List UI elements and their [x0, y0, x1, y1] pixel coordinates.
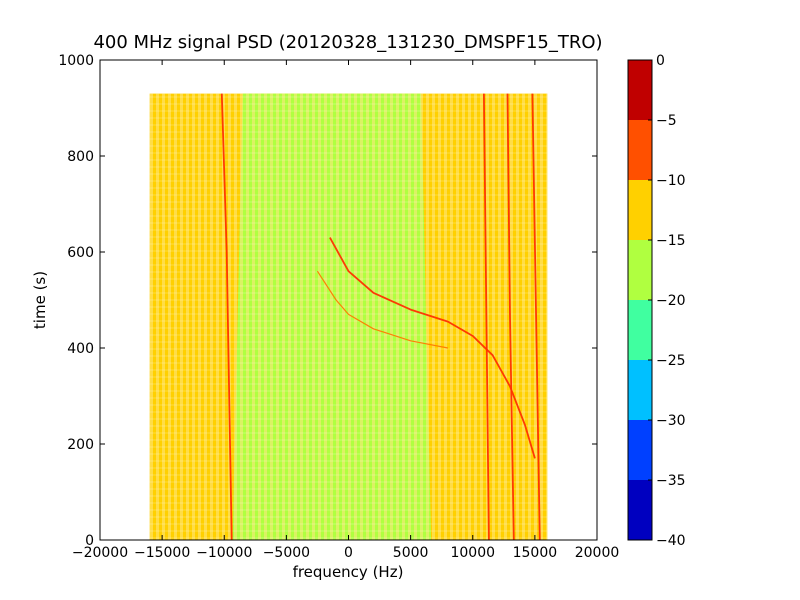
colorbar-tick-label: −15: [656, 233, 686, 249]
colorbar-segment: [628, 120, 652, 180]
y-tick-label: 800: [67, 149, 94, 165]
colorbar-segment: [628, 480, 652, 540]
x-tick-label: 20000: [575, 545, 620, 561]
x-tick-label: −5000: [263, 545, 310, 561]
heatmap-texture: [149, 93, 548, 540]
colorbar-segment: [628, 60, 652, 120]
colorbar-tick-label: −5: [656, 113, 677, 129]
colorbar-tick-label: −35: [656, 473, 686, 489]
chart-title: 400 MHz signal PSD (20120328_131230_DMSP…: [93, 32, 602, 53]
y-tick-label: 0: [85, 533, 94, 549]
x-tick-label: −10000: [196, 545, 252, 561]
colorbar-tick-label: −30: [656, 413, 686, 429]
signal-trace: [220, 93, 233, 540]
y-tick-label: 600: [67, 245, 94, 261]
y-tick-label: 1000: [58, 53, 94, 69]
colorbar-segment: [628, 360, 652, 420]
signal-trace: [316, 270, 449, 349]
x-tick-label: 0: [344, 545, 353, 561]
x-tick-label: −20000: [72, 545, 128, 561]
colorbar-tick-label: −40: [656, 533, 686, 549]
colorbar-segment: [628, 240, 652, 300]
x-tick-label: −15000: [134, 545, 190, 561]
x-tick-label: 15000: [513, 545, 558, 561]
colorbar-tick-label: 0: [656, 53, 665, 69]
y-axis: 0 200 400 600 800 1000: [58, 53, 597, 549]
y-tick-label: 200: [67, 437, 94, 453]
x-axis: −20000 −15000 −10000 −5000 0 5000 10000 15000 20…: [72, 60, 619, 561]
colorbar-segment: [628, 300, 652, 360]
colorbar-tick-label: −10: [656, 173, 686, 189]
x-axis-label: frequency (Hz): [293, 563, 404, 581]
y-axis-label: time (s): [31, 271, 49, 329]
x-tick-label: 5000: [393, 545, 429, 561]
x-tick-label: 10000: [450, 545, 495, 561]
heatmap-regions: [149, 93, 548, 540]
signal-trace: [506, 93, 515, 540]
signal-trace: [483, 93, 490, 540]
signal-trace: [531, 93, 541, 540]
colorbar: −40 −35 −30 −25 −20 −15 −10 −5 0: [627, 53, 686, 549]
signal-trace: [329, 237, 536, 459]
y-tick-label: 400: [67, 341, 94, 357]
signal-traces: [220, 93, 541, 540]
plot-area: [149, 93, 548, 540]
colorbar-segment: [628, 420, 652, 480]
colorbar-segment: [628, 180, 652, 240]
colorbar-tick-label: −25: [656, 353, 686, 369]
colorbar-tick-label: −20: [656, 293, 686, 309]
